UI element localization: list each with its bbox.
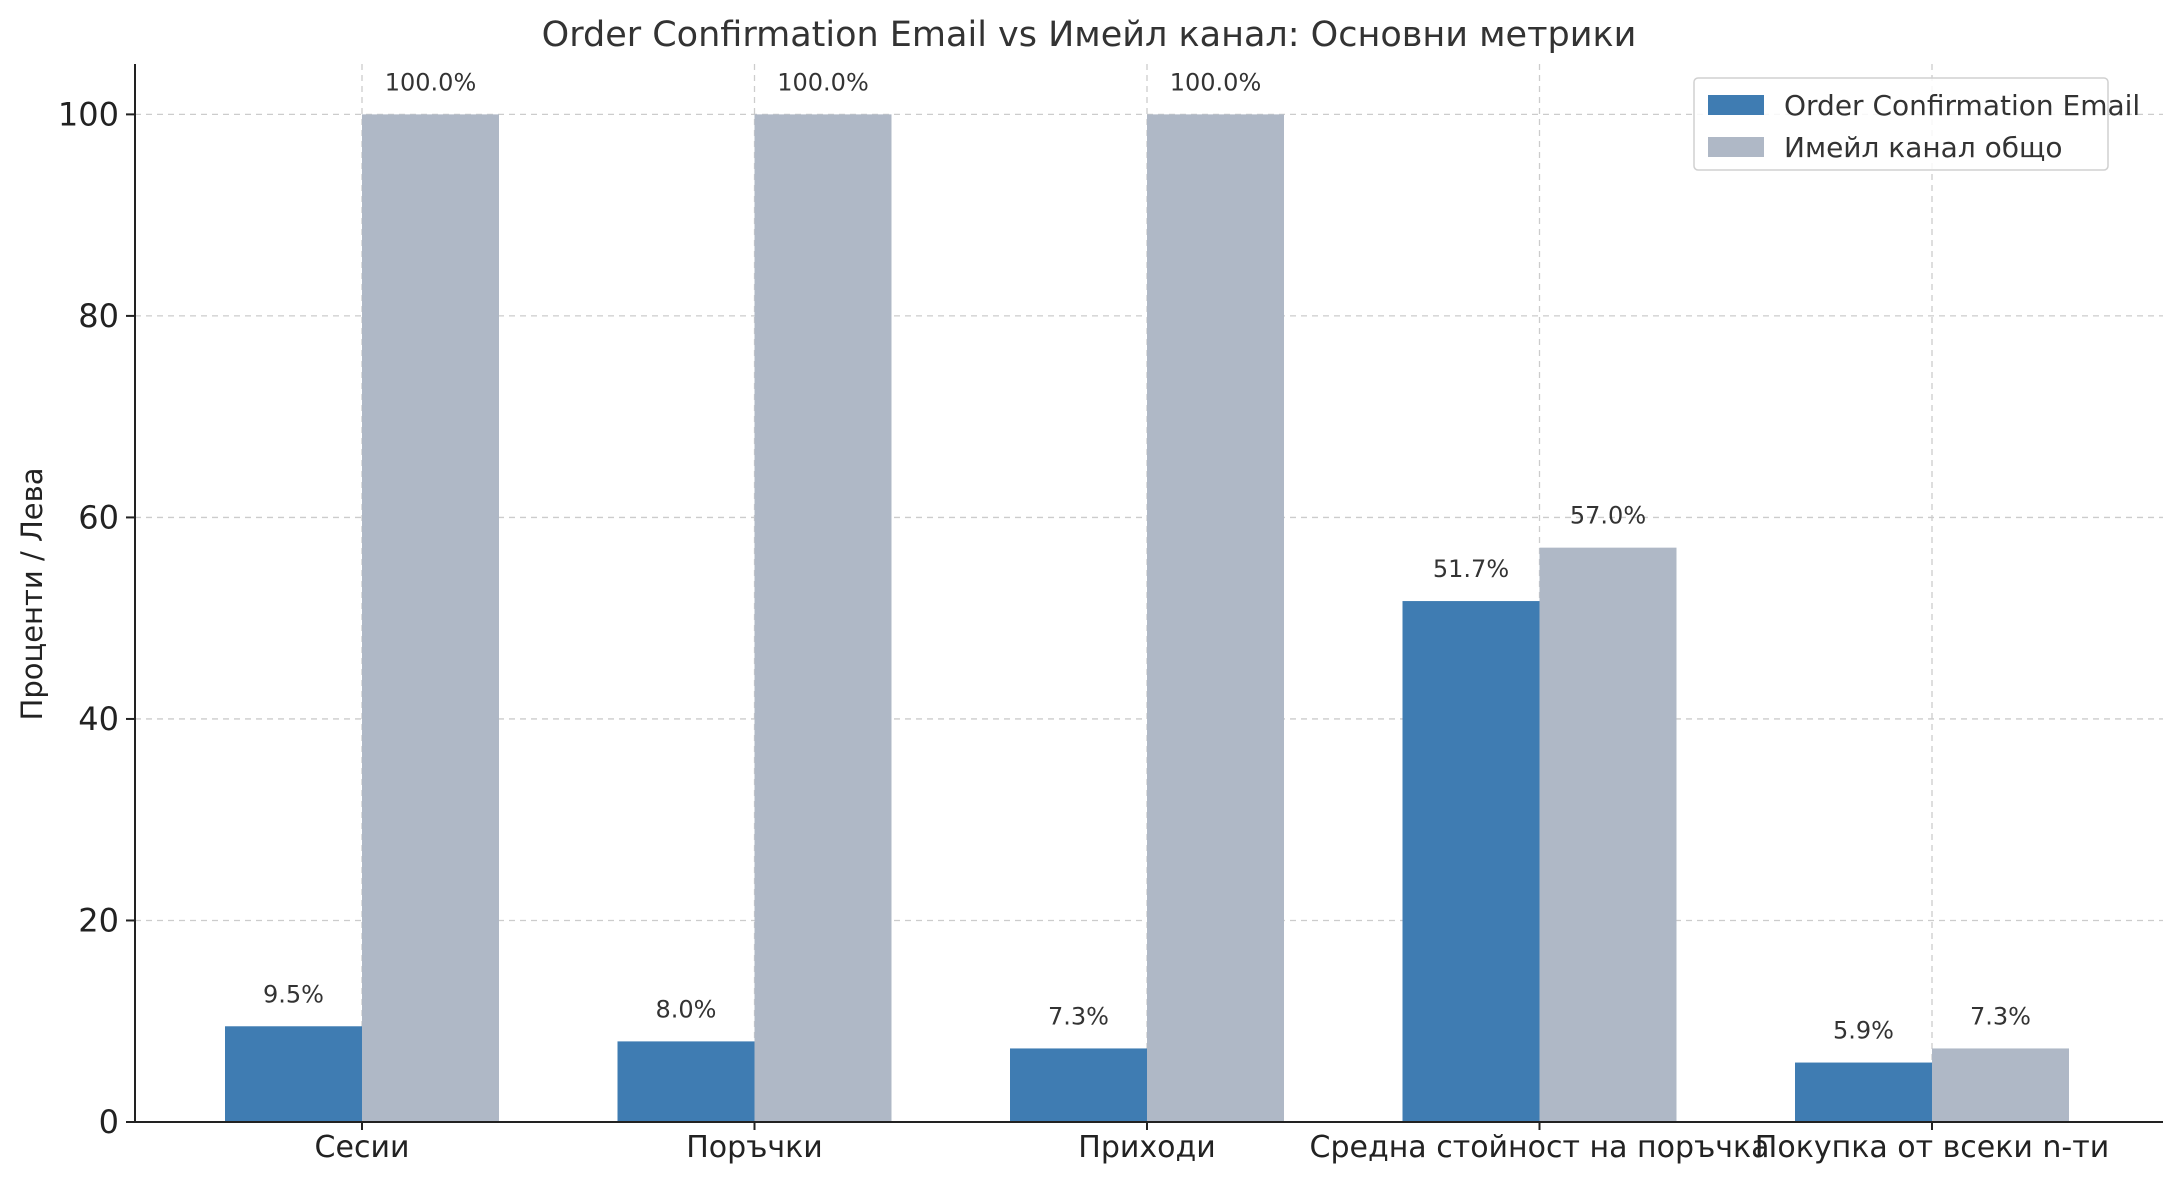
x-tick-label: Сесии <box>315 1130 410 1165</box>
data-label: 7.3% <box>1048 1002 1109 1030</box>
data-labels-layer: 9.5% 8.0% 7.3% 51.7% 5.9% 100.0% 100.0% 100.0% 5… <box>263 68 2031 1044</box>
data-label: 8.0% <box>656 995 717 1023</box>
x-tick-label: Средна стойност на поръчка <box>1310 1130 1770 1165</box>
y-tick-label: 40 <box>78 700 119 738</box>
legend-swatch <box>1708 137 1764 157</box>
y-tick-label: 60 <box>78 498 119 536</box>
data-label: 7.3% <box>1970 1002 2031 1030</box>
data-label: 5.9% <box>1833 1017 1894 1045</box>
data-label: 9.5% <box>263 980 324 1008</box>
bar-series-2 <box>1539 547 1677 1122</box>
legend-swatch <box>1708 95 1764 115</box>
data-label: 100.0% <box>777 68 869 96</box>
legend-entry: Имейл канал общо <box>1784 131 2063 164</box>
bar-series-1 <box>1010 1048 1147 1122</box>
legend: Order Confirmation Email Имейл канал общо <box>1693 77 2140 171</box>
y-tick-label: 0 <box>99 1103 119 1141</box>
bar-series-1 <box>225 1026 362 1122</box>
y-tick-label: 20 <box>78 901 119 939</box>
bar-series-2 <box>1147 114 1284 1122</box>
bar-series-1 <box>1795 1062 1932 1122</box>
bar-series-1 <box>617 1041 755 1122</box>
data-label: 57.0% <box>1570 502 1646 530</box>
bar-series-2 <box>362 114 499 1122</box>
data-label: 51.7% <box>1433 555 1509 583</box>
x-tick-label: Приходи <box>1078 1130 1215 1165</box>
y-axis-label: Проценти / Лева <box>15 468 49 721</box>
y-ticks-layer: 0 20 40 60 80 100 <box>58 95 135 1141</box>
data-label: 100.0% <box>1170 68 1262 96</box>
x-tick-label: Покупка от всеки n-ти <box>1755 1130 2109 1165</box>
y-tick-label: 100 <box>58 95 119 133</box>
x-tick-label: Поръчки <box>686 1130 823 1165</box>
bars-layer <box>225 114 2069 1122</box>
bar-series-2 <box>1932 1048 2069 1122</box>
legend-box <box>1693 77 2109 171</box>
legend-entry: Order Confirmation Email <box>1784 89 2140 122</box>
axes-layer <box>134 64 2163 1123</box>
chart-title: Order Confirmation Email vs Имейл канал:… <box>542 15 1637 55</box>
bar-series-2 <box>754 114 892 1122</box>
y-tick-label: 80 <box>78 297 119 335</box>
data-label: 100.0% <box>385 68 477 96</box>
x-ticks-layer: Сесии Поръчки Приходи Средна стойност на по… <box>315 1122 2109 1165</box>
bar-series-1 <box>1402 601 1540 1122</box>
